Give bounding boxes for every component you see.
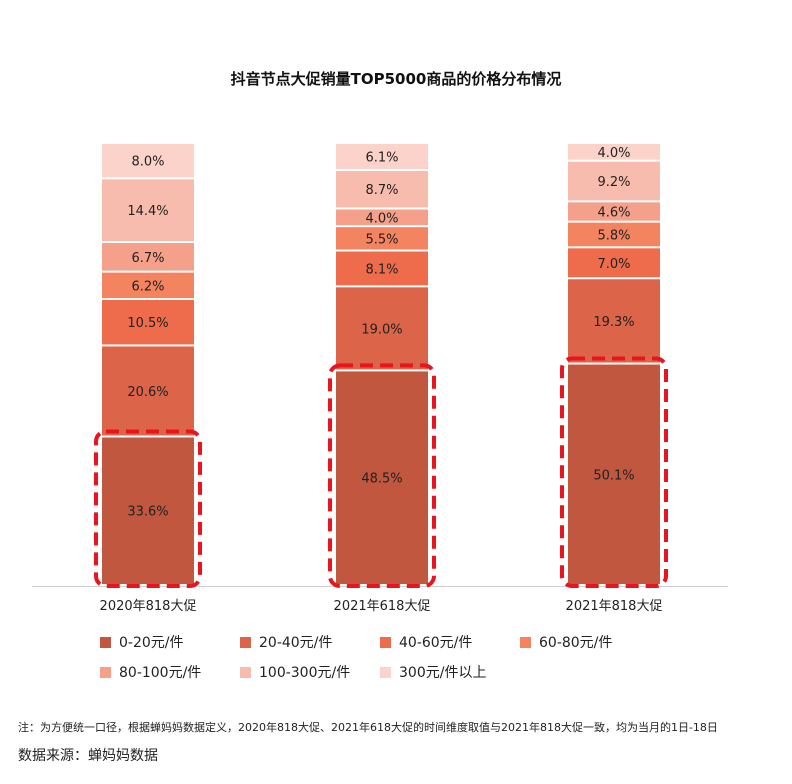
bar-segment xyxy=(336,209,428,226)
bar-segment xyxy=(568,144,660,160)
bar-segment xyxy=(102,437,194,584)
legend-item: 100-300元/件 xyxy=(240,662,380,682)
data-label: 5.8% xyxy=(597,228,630,243)
bar-segment xyxy=(568,279,660,363)
legend-swatch xyxy=(380,666,391,678)
bar-segment xyxy=(102,179,194,242)
legend: 0-20元/件 20-40元/件 40-60元/件 60-80元/件 80-100元/件… xyxy=(100,632,700,682)
chart-title: 抖音节点大促销量TOP5000商品的价格分布情况 xyxy=(230,70,562,88)
data-label: 5.5% xyxy=(365,232,398,247)
legend-label: 60-80元/件 xyxy=(539,635,613,651)
highlight-box xyxy=(94,429,202,588)
bar-segment xyxy=(102,272,194,299)
footnote: 注：为方便统一口径，根据蝉妈妈数据定义，2020年818大促、2021年618大… xyxy=(18,721,718,734)
data-label: 9.2% xyxy=(597,175,630,190)
bar-segment xyxy=(102,243,194,271)
data-label: 33.6% xyxy=(127,505,168,520)
highlight-box xyxy=(328,363,436,588)
data-label: 14.4% xyxy=(127,204,168,219)
bar-segment xyxy=(336,227,428,250)
legend-swatch xyxy=(100,666,111,678)
data-label: 7.0% xyxy=(597,257,630,272)
data-label: 6.7% xyxy=(131,251,164,266)
data-label: 20.6% xyxy=(127,385,168,400)
legend-label: 20-40元/件 xyxy=(259,635,333,651)
bar-segment xyxy=(336,251,428,286)
data-label: 4.0% xyxy=(597,146,630,161)
data-label: 19.0% xyxy=(361,322,402,337)
bar-segment xyxy=(336,170,428,208)
legend-swatch xyxy=(520,636,531,648)
bar-segment xyxy=(568,248,660,278)
legend-item: 0-20元/件 xyxy=(100,632,240,652)
bar-segment xyxy=(102,300,194,345)
data-label: 50.1% xyxy=(593,468,634,483)
bar-segment xyxy=(336,371,428,584)
legend-label: 80-100元/件 xyxy=(119,665,202,681)
legend-label: 0-20元/件 xyxy=(119,635,184,651)
stacked-bar-chart: 33.6% 20.6% 10.5% 6.2% 6.7% 14.4% 8.0% 2020年818… xyxy=(32,144,728,614)
legend-label: 40-60元/件 xyxy=(399,635,473,651)
data-label: 4.0% xyxy=(365,211,398,226)
data-label: 10.5% xyxy=(127,316,168,331)
legend-item: 60-80元/件 xyxy=(520,632,660,652)
data-label: 6.1% xyxy=(365,150,398,165)
bar-segment xyxy=(568,364,660,584)
legend-swatch xyxy=(240,666,251,678)
legend-item: 80-100元/件 xyxy=(100,662,240,682)
legend-item: 20-40元/件 xyxy=(240,632,380,652)
data-label: 4.6% xyxy=(597,206,630,221)
category-label: 2021年618大促 xyxy=(334,599,431,614)
bar-segment xyxy=(336,144,428,169)
data-source: 数据来源：蝉妈妈数据 xyxy=(18,748,158,764)
bar-segment xyxy=(568,202,660,221)
legend-swatch xyxy=(100,636,111,648)
category-label: 2021年818大促 xyxy=(566,599,663,614)
legend-item: 300元/件以上 xyxy=(380,662,520,682)
data-label: 8.1% xyxy=(365,262,398,277)
bar-segment xyxy=(568,161,660,201)
legend-swatch xyxy=(240,636,251,648)
legend-label: 100-300元/件 xyxy=(259,665,351,681)
data-label: 6.2% xyxy=(131,279,164,294)
data-label: 8.7% xyxy=(365,183,398,198)
highlight-box xyxy=(560,356,668,589)
legend-item: 40-60元/件 xyxy=(380,632,520,652)
bar-segment xyxy=(102,144,194,178)
data-label: 48.5% xyxy=(361,472,402,487)
bar-segment xyxy=(102,346,194,436)
legend-swatch xyxy=(380,636,391,648)
data-label: 8.0% xyxy=(131,155,164,170)
legend-label: 300元/件以上 xyxy=(399,665,487,681)
bar-segment xyxy=(568,222,660,247)
bar-segment xyxy=(336,287,428,370)
category-label: 2020年818大促 xyxy=(100,599,197,614)
data-label: 19.3% xyxy=(593,315,634,330)
